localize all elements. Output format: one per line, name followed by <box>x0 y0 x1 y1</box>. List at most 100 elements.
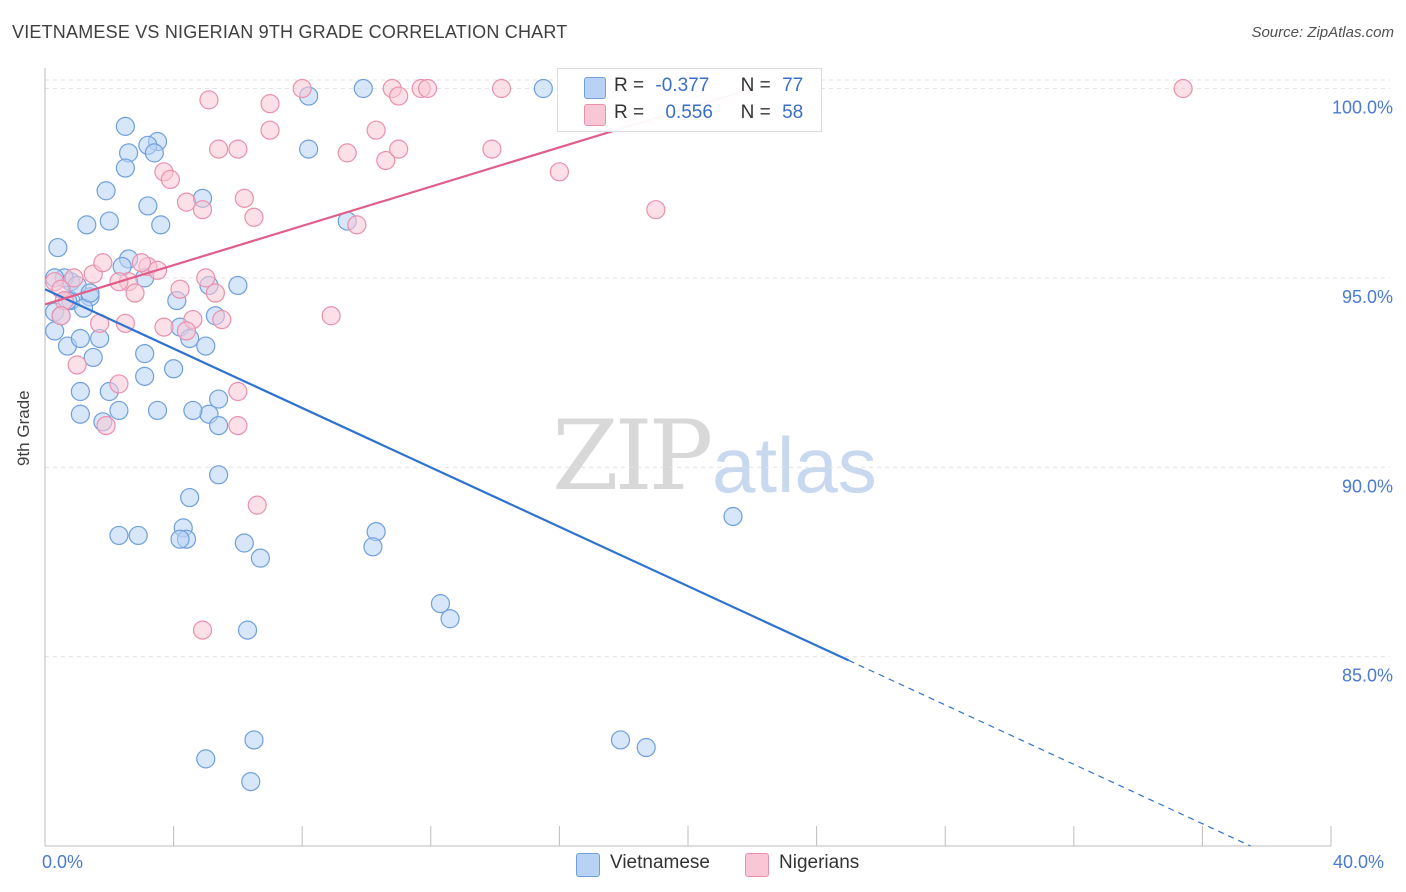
source-label: Source: ZipAtlas.com <box>1251 24 1394 41</box>
data-point <box>135 366 155 386</box>
watermark-atlas: atlas <box>712 421 877 509</box>
y-tick-label: 100.0% <box>1332 98 1393 118</box>
data-point <box>70 381 90 402</box>
data-point <box>125 283 145 303</box>
data-point <box>347 215 367 235</box>
data-point <box>77 215 97 235</box>
data-point <box>48 237 68 258</box>
vietnamese-points <box>45 78 743 792</box>
data-point <box>260 120 280 140</box>
data-point <box>228 415 248 436</box>
x-tick-label-min: 0.0% <box>42 852 84 872</box>
data-point <box>228 381 248 402</box>
legend-swatch-nigerians <box>584 104 606 126</box>
chart-title: VIETNAMESE VS NIGERIAN 9TH GRADE CORRELA… <box>12 22 568 42</box>
data-point <box>164 359 184 379</box>
watermark-zip: ZIP <box>552 400 713 512</box>
legend-n-label-2: N = <box>740 102 771 123</box>
data-point <box>209 139 229 159</box>
bottom-legend-swatch-nigerians <box>745 853 769 877</box>
data-point <box>70 328 90 349</box>
data-point <box>482 139 502 159</box>
data-point <box>96 415 116 436</box>
data-point <box>196 749 216 769</box>
data-point <box>209 389 229 409</box>
data-point <box>244 730 264 750</box>
correlation-legend: R = -0.377 N = 77 R = 0.556 N = 58 <box>557 68 822 132</box>
grid-lines <box>45 79 1390 658</box>
data-point <box>196 336 216 356</box>
data-point <box>337 143 357 163</box>
data-point <box>83 347 103 368</box>
data-point <box>109 525 129 546</box>
data-point <box>212 309 232 330</box>
data-point <box>363 537 383 557</box>
data-point <box>292 78 312 99</box>
x-tick-label-max: 40.0% <box>1333 852 1385 872</box>
data-point <box>170 279 190 299</box>
data-point <box>135 344 155 364</box>
data-point <box>192 620 213 640</box>
data-point <box>180 487 200 508</box>
data-point <box>109 400 129 421</box>
legend-r-value-nigerians: 0.556 <box>665 102 713 123</box>
data-point <box>151 215 171 235</box>
legend-r-value-vietnamese: -0.377 <box>655 75 710 96</box>
data-point <box>205 283 225 303</box>
data-point <box>247 495 267 515</box>
data-point <box>244 207 264 227</box>
data-point <box>234 188 254 208</box>
legend-r-label-2: R = <box>614 102 645 123</box>
data-point <box>160 169 180 190</box>
data-point <box>353 78 373 99</box>
data-point <box>176 321 197 341</box>
data-point <box>144 143 164 163</box>
data-point <box>64 268 84 288</box>
bottom-legend-label-nigerians: Nigerians <box>779 852 860 873</box>
data-point <box>389 86 409 106</box>
data-point <box>209 465 229 485</box>
vietnamese-trend-extension <box>848 659 1251 847</box>
data-point <box>192 200 213 220</box>
data-point <box>376 150 396 171</box>
data-point <box>417 78 438 99</box>
data-point <box>128 525 148 546</box>
data-point <box>241 772 261 792</box>
data-point <box>115 116 135 136</box>
legend-r-label: R = <box>614 75 645 96</box>
data-point <box>147 400 168 421</box>
data-point <box>51 306 71 326</box>
data-point <box>109 374 129 394</box>
data-point <box>67 355 87 375</box>
data-point <box>636 737 656 758</box>
data-point <box>209 415 229 436</box>
legend-n-value-vietnamese: 77 <box>782 75 804 96</box>
data-point <box>154 317 174 337</box>
data-point <box>1173 78 1193 99</box>
data-point <box>610 730 631 750</box>
data-point <box>228 139 248 159</box>
data-point <box>549 162 570 182</box>
bottom-legend-swatch-vietnamese <box>576 853 600 877</box>
data-point <box>170 529 190 549</box>
data-point <box>646 200 666 220</box>
legend-n-label: N = <box>740 75 771 96</box>
data-point <box>199 90 219 110</box>
data-point <box>299 139 319 159</box>
y-tick-label: 95.0% <box>1342 287 1393 307</box>
data-point <box>723 506 743 527</box>
data-point <box>96 181 116 201</box>
data-point <box>131 253 152 273</box>
data-point <box>366 120 386 140</box>
data-point <box>196 268 216 288</box>
data-point <box>430 594 451 614</box>
vietnamese-trend-line <box>44 288 850 662</box>
data-point <box>138 196 158 216</box>
data-point <box>176 192 197 212</box>
legend-n-value-nigerians: 58 <box>782 102 804 123</box>
nigerians-points <box>45 78 1193 640</box>
data-point <box>183 400 203 421</box>
data-point <box>250 548 271 568</box>
bottom-legend-label-vietnamese: Vietnamese <box>610 852 710 873</box>
